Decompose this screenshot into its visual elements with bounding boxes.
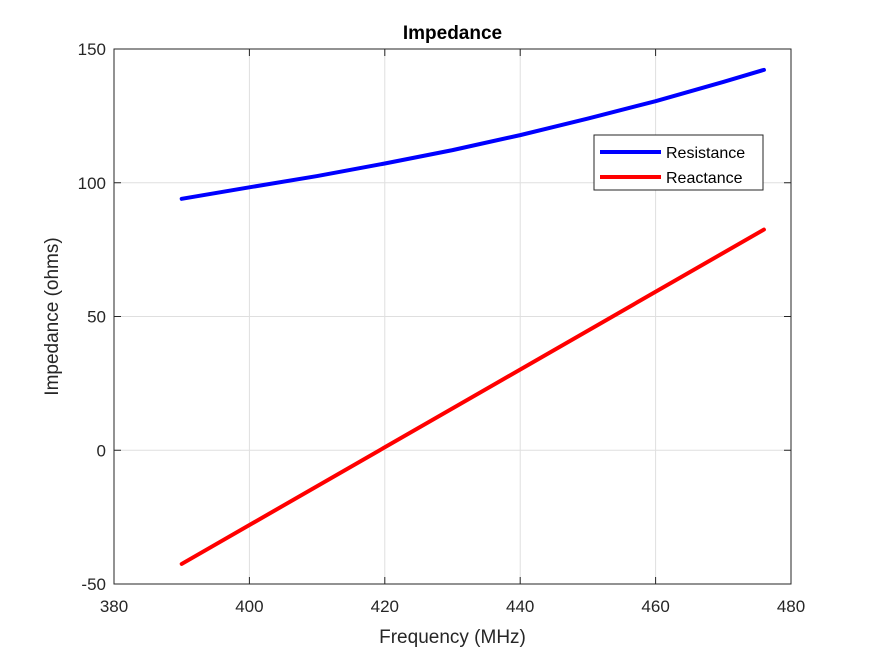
x-tick-label: 400 xyxy=(235,597,263,616)
x-tick-label: 380 xyxy=(100,597,128,616)
x-tick-label: 440 xyxy=(506,597,534,616)
x-tick-label: 420 xyxy=(371,597,399,616)
y-tick-label: 0 xyxy=(97,441,106,460)
y-tick-label: 100 xyxy=(78,174,106,193)
axis-ticks: 380 400 420 440 460 480 -50 0 50 100 150 xyxy=(78,40,806,616)
series-line-resistance xyxy=(179,67,766,201)
series-lines xyxy=(179,67,766,566)
y-tick-label: -50 xyxy=(81,575,106,594)
y-tick-label: 50 xyxy=(87,308,106,327)
legend-box xyxy=(593,134,764,191)
series-line-reactance xyxy=(179,227,766,566)
legend-label-resistance: Resistance xyxy=(666,145,745,162)
x-axis-label: Frequency (MHz) xyxy=(379,627,526,648)
x-tick-label: 480 xyxy=(777,597,805,616)
chart-title: Impedance xyxy=(403,23,502,44)
x-tick-label: 460 xyxy=(641,597,669,616)
y-tick-label: 150 xyxy=(78,40,106,59)
y-axis-label: Impedance (ohms) xyxy=(42,237,63,395)
legend-label-reactance: Reactance xyxy=(666,170,743,187)
legend[interactable]: Resistance Reactance xyxy=(593,134,764,191)
